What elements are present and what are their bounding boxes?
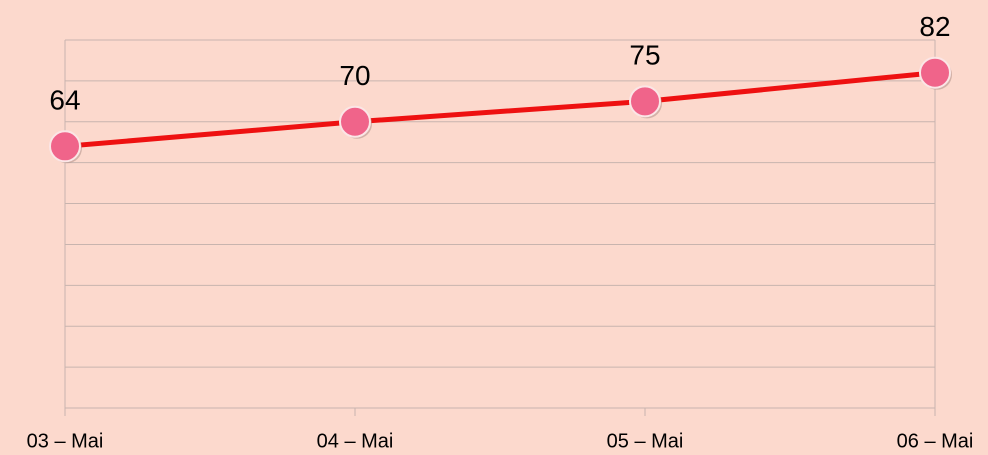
marker (49, 130, 81, 163)
data-label: 70 (339, 60, 370, 91)
line (64, 70, 936, 149)
x-tick-label: 05 – Mai (607, 430, 684, 452)
data-label: 64 (49, 85, 80, 116)
marker (339, 105, 371, 138)
x-tick-label: 06 – Mai (897, 430, 974, 452)
data-label: 82 (919, 11, 950, 42)
x-tick-label: 04 – Mai (317, 430, 394, 452)
marker (919, 56, 951, 89)
data-label: 75 (629, 40, 660, 71)
marker (629, 85, 661, 118)
x-tick-label: 03 – Mai (27, 430, 104, 452)
